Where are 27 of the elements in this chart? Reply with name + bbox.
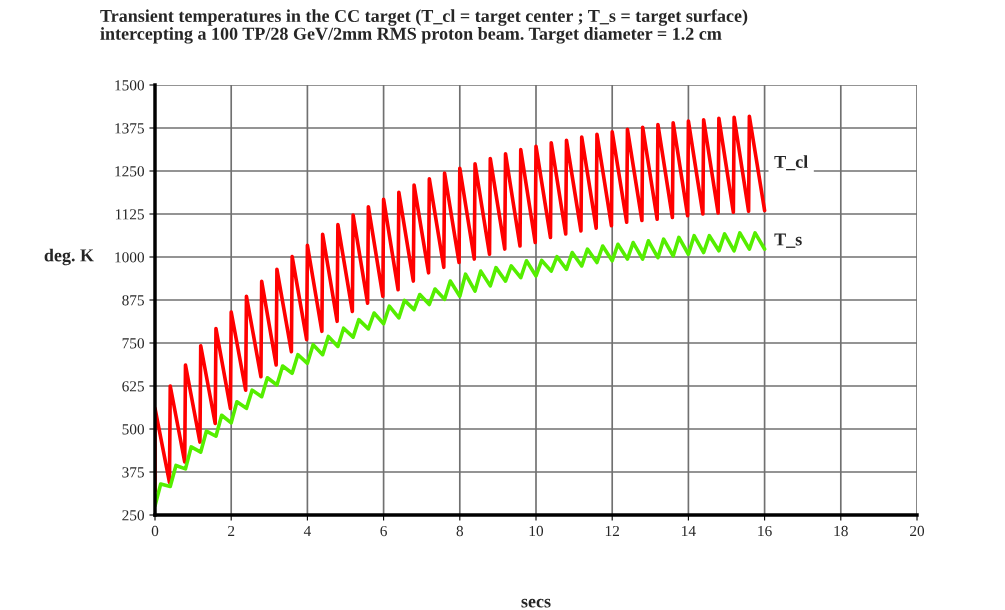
x-tick-label: 10 [529,525,544,537]
y-tick-label: 375 [122,467,144,478]
series-label: T_cl [774,155,808,171]
x-tick-label: 6 [380,525,387,537]
y-tick-label: 250 [122,510,144,521]
x-tick-label: 2 [228,525,235,537]
x-tick-label: 4 [303,525,311,537]
y-tick-label: 625 [122,381,144,392]
y-tick-label: 1000 [115,252,144,263]
x-axis-title: secs [521,598,551,608]
y-tick-label: 750 [122,338,144,349]
x-tick-label: 20 [910,525,925,537]
x-tick-label: 0 [151,525,159,537]
y-tick-label: 1500 [115,80,144,91]
y-tick-label: 875 [122,295,144,306]
x-tick-label: 14 [682,525,696,537]
x-tick-label: 12 [605,525,619,537]
x-tick-label: 8 [456,525,464,537]
chart-title: Transient temperatures in the CC target (T_cl = target center ; T_s = target surface) intercepting a 100 TP/28 GeV/2mm RMS proton beam. Target diameter = 1.2 cm [100,9,748,44]
series-label: T_s [774,233,802,248]
y-tick-label: 1250 [115,166,144,177]
y-tick-label: 500 [122,424,144,435]
y-tick-label: 1125 [115,209,144,220]
x-tick-label: 18 [834,525,848,537]
y-tick-label: 1375 [115,123,144,134]
x-tick-label: 16 [758,525,772,537]
y-axis-title: deg. K [44,248,94,266]
